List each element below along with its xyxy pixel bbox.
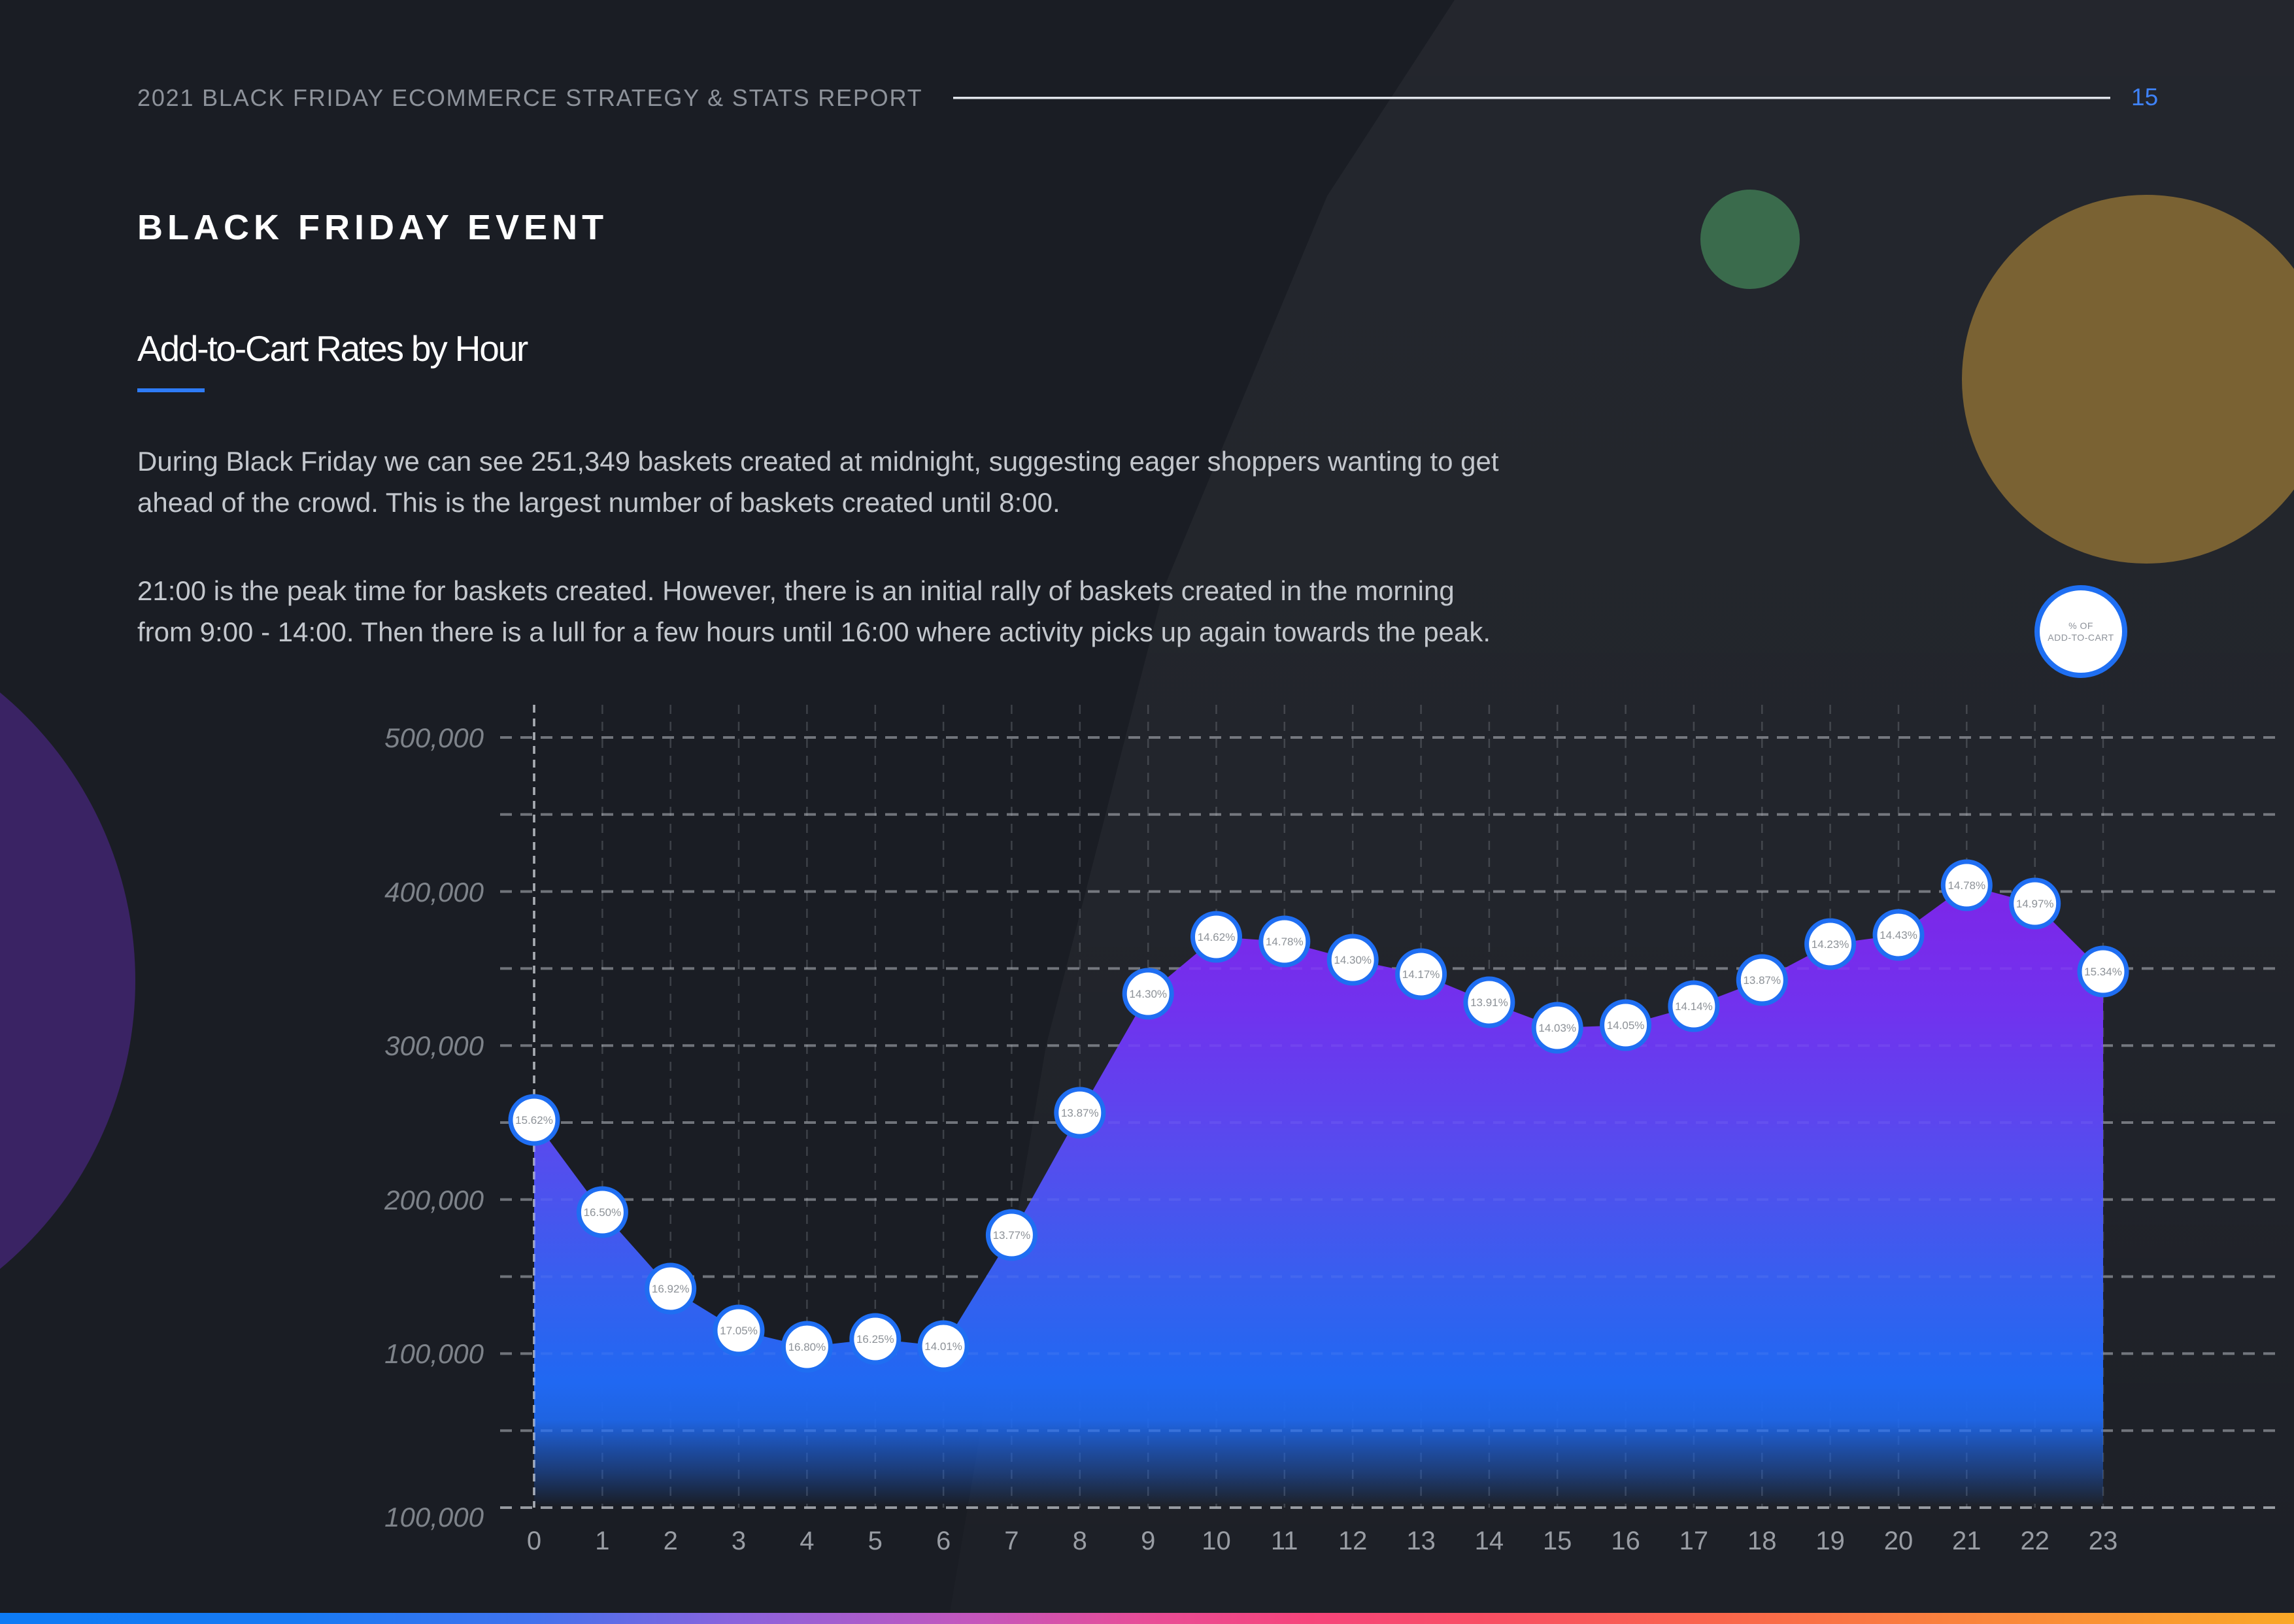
- svg-text:% OF: % OF: [2068, 620, 2093, 631]
- svg-text:16.80%: 16.80%: [788, 1341, 826, 1353]
- svg-text:ADD-TO-CART: ADD-TO-CART: [2048, 632, 2114, 643]
- svg-text:16.25%: 16.25%: [856, 1333, 894, 1345]
- svg-text:14.05%: 14.05%: [1607, 1019, 1645, 1032]
- svg-text:9: 9: [1141, 1527, 1155, 1555]
- svg-text:8: 8: [1073, 1527, 1087, 1555]
- svg-text:13.87%: 13.87%: [1743, 974, 1781, 987]
- svg-text:4: 4: [800, 1527, 814, 1555]
- svg-text:19: 19: [1815, 1527, 1845, 1555]
- svg-text:300,000: 300,000: [384, 1030, 484, 1061]
- svg-text:20: 20: [1884, 1527, 1914, 1555]
- svg-text:400,000: 400,000: [384, 877, 484, 907]
- svg-text:2: 2: [664, 1527, 678, 1555]
- svg-text:21: 21: [1952, 1527, 1982, 1555]
- svg-text:12: 12: [1338, 1527, 1368, 1555]
- svg-text:500,000: 500,000: [384, 722, 484, 753]
- svg-text:11: 11: [1271, 1527, 1298, 1555]
- svg-text:14.43%: 14.43%: [1880, 929, 1917, 941]
- svg-text:1: 1: [595, 1527, 609, 1555]
- svg-text:10: 10: [1202, 1527, 1231, 1555]
- svg-text:14.17%: 14.17%: [1402, 968, 1440, 981]
- svg-text:13.77%: 13.77%: [993, 1229, 1031, 1242]
- svg-text:100,000: 100,000: [384, 1502, 484, 1532]
- svg-text:17.05%: 17.05%: [720, 1325, 758, 1337]
- svg-text:7: 7: [1004, 1527, 1019, 1555]
- svg-text:14.30%: 14.30%: [1129, 988, 1167, 1000]
- svg-text:14.78%: 14.78%: [1266, 936, 1304, 948]
- svg-text:23: 23: [2089, 1527, 2118, 1555]
- svg-text:14: 14: [1475, 1527, 1504, 1555]
- svg-text:16.92%: 16.92%: [652, 1283, 690, 1295]
- svg-text:17: 17: [1679, 1527, 1709, 1555]
- svg-text:18: 18: [1747, 1527, 1777, 1555]
- svg-text:14.30%: 14.30%: [1334, 954, 1372, 966]
- svg-text:22: 22: [2020, 1527, 2049, 1555]
- svg-text:14.23%: 14.23%: [1812, 938, 1849, 951]
- svg-text:0: 0: [527, 1527, 541, 1555]
- svg-text:14.14%: 14.14%: [1675, 1000, 1713, 1013]
- svg-text:15.34%: 15.34%: [2084, 966, 2122, 978]
- svg-text:14.01%: 14.01%: [924, 1340, 962, 1353]
- svg-text:100,000: 100,000: [384, 1338, 484, 1369]
- svg-text:13.91%: 13.91%: [1470, 996, 1508, 1009]
- svg-text:13: 13: [1406, 1527, 1436, 1555]
- svg-text:14.78%: 14.78%: [1948, 879, 1985, 892]
- svg-text:3: 3: [732, 1527, 746, 1555]
- svg-text:15.62%: 15.62%: [515, 1114, 553, 1126]
- svg-text:16.50%: 16.50%: [584, 1206, 622, 1219]
- svg-text:14.62%: 14.62%: [1198, 931, 1236, 943]
- svg-text:16: 16: [1611, 1527, 1640, 1555]
- svg-text:13.87%: 13.87%: [1061, 1107, 1099, 1119]
- svg-text:6: 6: [936, 1527, 951, 1555]
- svg-text:200,000: 200,000: [384, 1185, 484, 1215]
- svg-text:15: 15: [1543, 1527, 1572, 1555]
- svg-text:14.03%: 14.03%: [1538, 1022, 1576, 1034]
- svg-text:5: 5: [868, 1527, 883, 1555]
- svg-text:14.97%: 14.97%: [2016, 898, 2054, 910]
